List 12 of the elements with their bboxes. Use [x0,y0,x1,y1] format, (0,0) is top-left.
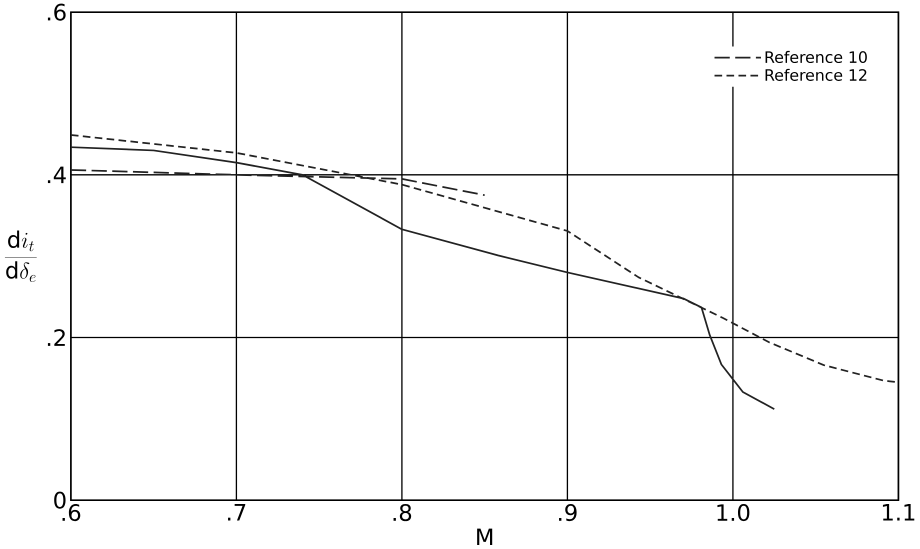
y-tick-label: .4 [48,166,66,184]
x-tick-label: .8 [394,504,412,522]
y-axis-title: $\frac{\mathrm{d}i_{t}}{\mathrm{d}\delta_{e}}$ [4,230,37,282]
legend-label: Reference 12 [766,68,866,82]
x-axis-title: M [477,528,492,546]
x-tick-label: 1.1 [882,504,914,521]
x-tick-label: .9 [559,504,577,522]
y-tick-label: .2 [48,329,65,346]
y-tick-label: .6 [48,4,66,21]
legend-label: Reference 10 [766,51,867,64]
x-tick-label: .7 [228,504,246,521]
x-tick-label: 1.0 [717,504,750,522]
